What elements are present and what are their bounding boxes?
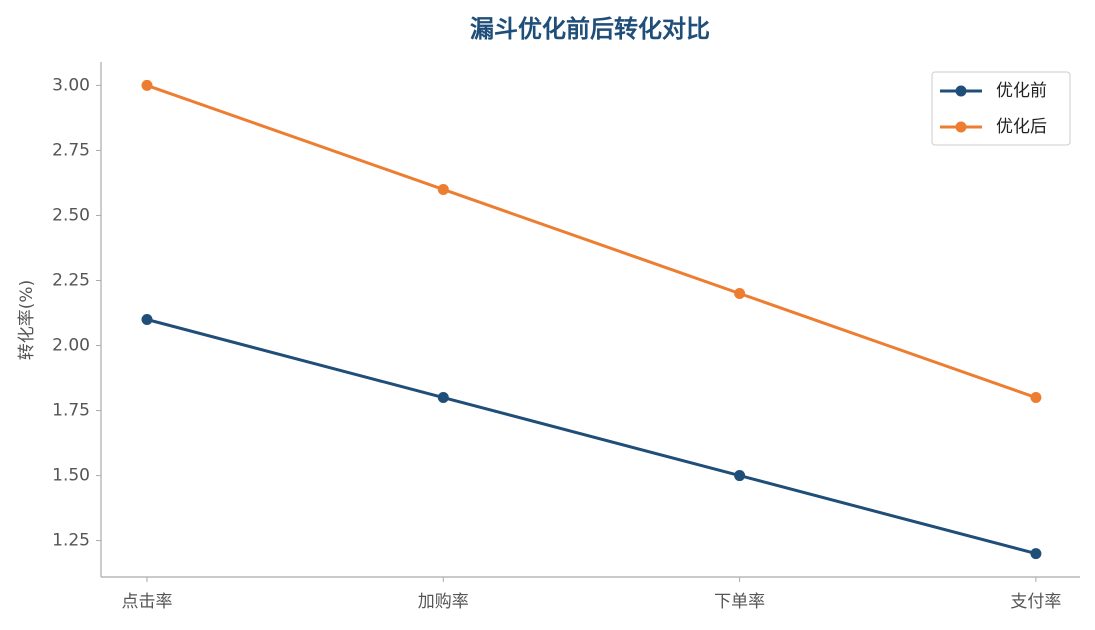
y-tick-label: 2.50	[52, 205, 90, 225]
y-tick-label: 1.50	[52, 466, 90, 486]
y-tick-label: 3.00	[52, 75, 90, 95]
x-tick-label: 点击率	[122, 592, 173, 612]
point	[141, 79, 153, 91]
y-tick-label: 2.75	[52, 140, 90, 160]
x-tick-label: 加购率	[418, 592, 469, 612]
point	[1030, 548, 1042, 560]
point	[437, 183, 449, 195]
y-tick-label: 1.25	[52, 531, 90, 551]
x-tick-label: 下单率	[714, 592, 765, 612]
legend-label: 优化前	[996, 81, 1047, 101]
y-axis-label: 转化率(%)	[17, 280, 37, 360]
point	[734, 287, 746, 299]
legend-label: 优化后	[996, 117, 1047, 137]
y-tick-label: 2.25	[52, 270, 90, 290]
point	[437, 392, 449, 404]
y-tick-label: 2.00	[52, 336, 90, 356]
legend-marker	[955, 85, 967, 97]
x-tick-label: 支付率	[1010, 592, 1061, 612]
point	[1030, 392, 1042, 404]
chart-title: 漏斗优化前后转化对比	[470, 15, 710, 43]
legend-marker	[955, 121, 967, 133]
point	[141, 314, 153, 325]
point	[734, 470, 746, 482]
y-tick-label: 1.75	[52, 401, 90, 421]
series-line	[146, 318, 1037, 556]
series-line	[146, 83, 1037, 399]
